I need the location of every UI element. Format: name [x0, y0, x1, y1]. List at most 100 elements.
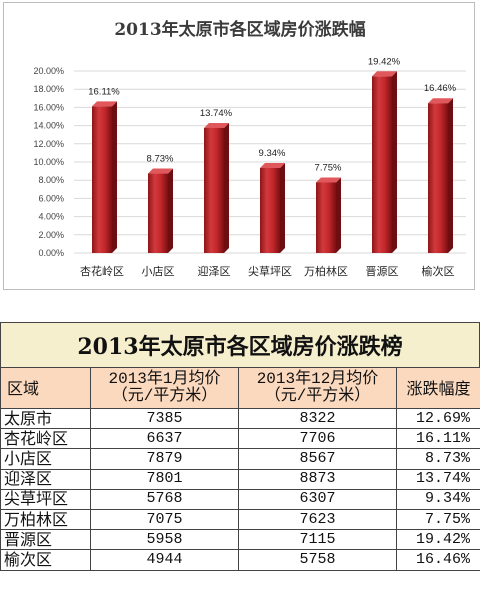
y-tick-label: 6.00% [38, 193, 64, 203]
cell-region: 晋源区 [0, 529, 91, 551]
header-jan-line2: （元/平方米） [111, 387, 218, 405]
cell-change: 16.11% [396, 428, 480, 450]
cell-dec-price: 8873 [238, 468, 397, 490]
bar-front [316, 182, 336, 253]
bar [204, 122, 229, 253]
bars [92, 71, 453, 254]
cell-jan-price: 5768 [90, 488, 239, 510]
chart-title: 2013年太原市各区域房价涨跌幅 [114, 19, 365, 40]
bar-front [148, 173, 168, 253]
cell-region: 榆次区 [0, 549, 91, 571]
data-labels: 16.11% 8.73% 13.74% 9.34% 7.75% 19.42% 16.46% [88, 56, 456, 173]
table-row: 晋源区 5958 7115 19.42% [0, 529, 480, 551]
bar-top [204, 122, 229, 128]
data-label: 9.34% [259, 148, 286, 159]
bar-side [392, 71, 397, 253]
data-label: 13.74% [200, 108, 233, 119]
x-category-label: 晋源区 [366, 264, 399, 278]
bar [260, 163, 285, 253]
y-tick-label: 16.00% [33, 102, 64, 112]
bar [92, 101, 117, 253]
y-tick-label: 8.00% [38, 175, 64, 185]
header-jan-price: 2013年1月均价 （元/平方米） [90, 367, 239, 409]
bar [316, 177, 341, 253]
bar-chart-panel: 2013年太原市各区域房价涨跌幅 0.00% 2.00% 4.00% 6.00% 8.0… [3, 2, 475, 290]
cell-change: 9.34% [396, 488, 480, 510]
header-jan-line1: 2013年1月均价 [108, 370, 221, 388]
bar-top [372, 71, 397, 77]
header-dec-line2: （元/平方米） [264, 387, 371, 405]
cell-jan-price: 7385 [90, 407, 239, 430]
bar-top [428, 98, 453, 104]
bar-front [372, 76, 392, 253]
x-axis-categories: 杏花岭区 小店区 迎泽区 尖草坪区 万柏林区 晋源区 榆次区 [80, 264, 455, 278]
cell-jan-price: 7879 [90, 448, 239, 470]
cell-dec-price: 7706 [238, 428, 397, 450]
x-category-label: 杏花岭区 [80, 264, 124, 278]
table-row: 尖草坪区 5768 6307 9.34% [0, 488, 480, 510]
y-axis-ticks: 0.00% 2.00% 4.00% 6.00% 8.00% 10.00% 12.00% 14.… [33, 66, 64, 258]
data-label: 19.42% [368, 56, 401, 67]
cell-change: 19.42% [396, 529, 480, 551]
table-row: 小店区 7879 8567 8.73% [0, 448, 480, 470]
y-tick-label: 12.00% [33, 139, 64, 149]
bar-front [428, 103, 448, 254]
y-tick-label: 4.00% [38, 212, 64, 222]
cell-jan-price: 5958 [90, 529, 239, 551]
price-change-table-section: 2013年太原市各区域房价涨跌榜 区域 2013年1月均价 （元/平方米） 20… [0, 322, 480, 607]
bar [428, 98, 453, 254]
cell-change: 13.74% [396, 468, 480, 490]
bar-top [260, 163, 285, 169]
cell-jan-price: 6637 [90, 428, 239, 450]
cell-change: 7.75% [396, 508, 480, 531]
bar-side [448, 98, 453, 254]
cell-change: 12.69% [396, 407, 480, 430]
bar-side [112, 101, 117, 253]
cell-jan-price: 7075 [90, 508, 239, 531]
x-category-label: 万柏林区 [304, 264, 348, 278]
bar-top [92, 101, 117, 107]
table-row: 杏花岭区 6637 7706 16.11% [0, 428, 480, 450]
bar-side [280, 163, 285, 253]
y-tick-label: 14.00% [33, 121, 64, 131]
cell-region: 尖草坪区 [0, 488, 91, 510]
table-title: 2013年太原市各区域房价涨跌榜 [0, 322, 480, 368]
y-tick-label: 20.00% [33, 66, 64, 76]
header-change: 涨跌幅度 [396, 367, 480, 409]
x-category-label: 小店区 [142, 264, 175, 278]
bar-top [148, 168, 173, 174]
cell-region: 杏花岭区 [0, 428, 91, 450]
price-change-table: 区域 2013年1月均价 （元/平方米） 2013年12月均价 （元/平方米） … [0, 367, 480, 571]
y-tick-label: 2.00% [38, 230, 64, 240]
cell-region: 万柏林区 [0, 508, 91, 531]
cell-change: 8.73% [396, 448, 480, 470]
bar-top [316, 177, 341, 183]
cell-region: 迎泽区 [0, 468, 91, 490]
cell-jan-price: 7801 [90, 468, 239, 490]
header-dec-price: 2013年12月均价 （元/平方米） [238, 367, 397, 409]
cell-dec-price: 5758 [238, 549, 397, 571]
bar-front [260, 168, 280, 253]
data-label: 7.75% [315, 162, 342, 173]
data-label: 16.46% [424, 83, 457, 94]
cell-dec-price: 8567 [238, 448, 397, 470]
bar-side [224, 122, 229, 253]
table-header-row: 区域 2013年1月均价 （元/平方米） 2013年12月均价 （元/平方米） … [0, 367, 480, 409]
cell-jan-price: 4944 [90, 549, 239, 571]
header-dec-line1: 2013年12月均价 [256, 370, 379, 388]
y-tick-label: 0.00% [38, 248, 64, 258]
y-tick-label: 18.00% [33, 84, 64, 94]
table-row: 万柏林区 7075 7623 7.75% [0, 508, 480, 531]
data-label: 16.11% [88, 86, 120, 97]
x-category-label: 榆次区 [422, 264, 455, 278]
table-row: 榆次区 4944 5758 16.46% [0, 549, 480, 571]
header-region: 区域 [0, 367, 91, 409]
cell-dec-price: 8322 [238, 407, 397, 430]
y-tick-label: 10.00% [33, 157, 64, 167]
cell-change: 16.46% [396, 549, 480, 571]
bar-side [168, 168, 173, 253]
bar-front [204, 127, 224, 253]
bar-side [336, 177, 341, 253]
x-category-label: 迎泽区 [198, 265, 231, 278]
cell-region: 太原市 [0, 407, 91, 430]
